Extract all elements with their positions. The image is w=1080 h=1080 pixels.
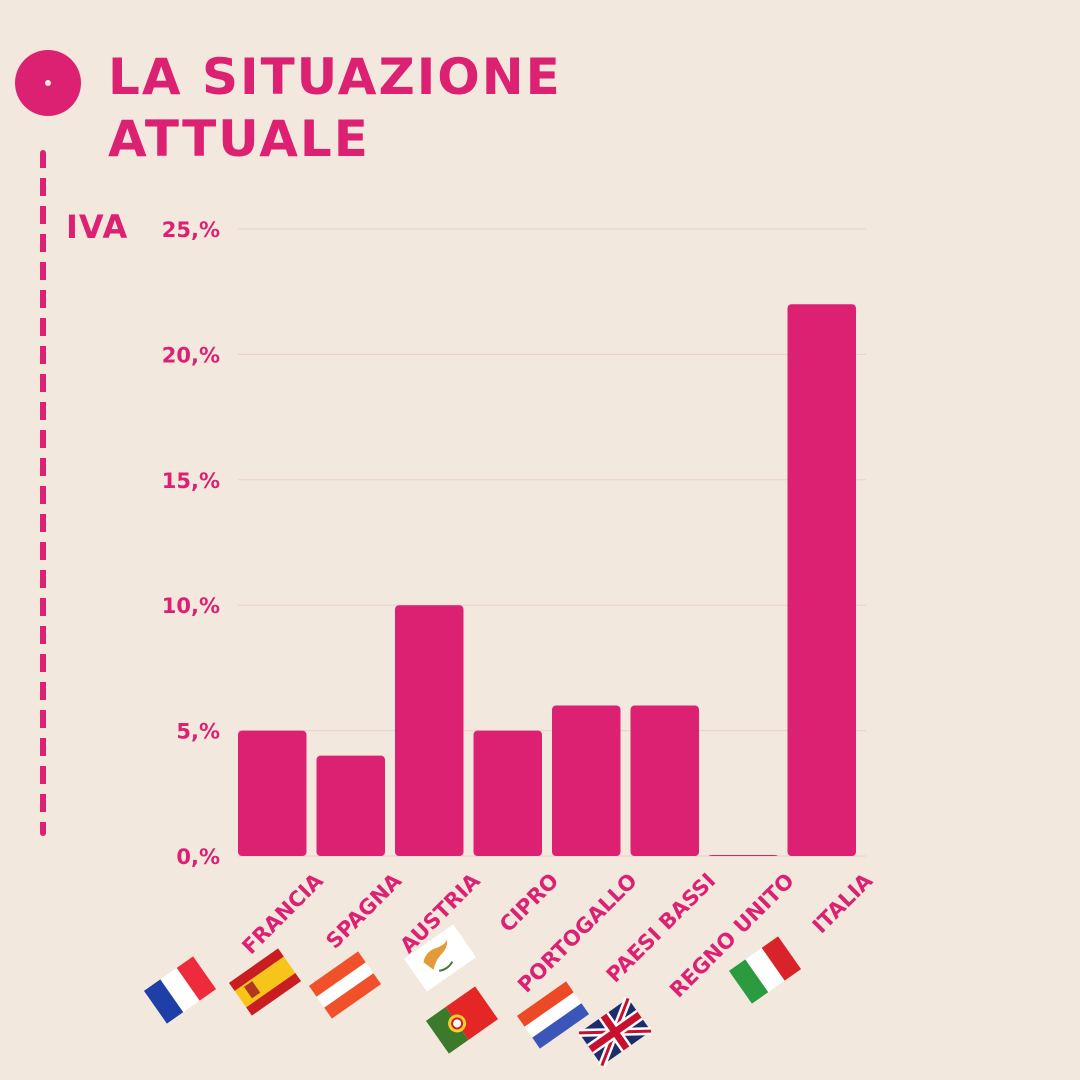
- flag-netherlands-icon: [516, 981, 590, 1049]
- bar: [709, 855, 778, 856]
- y-tick-label: 20,%: [162, 343, 220, 367]
- bar: [316, 755, 385, 856]
- y-tick-label: 10,%: [162, 594, 220, 618]
- flag-uk-icon: [578, 996, 652, 1068]
- x-category-label: ITALIA: [808, 868, 878, 938]
- bullet-dot-icon: [15, 50, 81, 116]
- flag-icons: [143, 924, 802, 1068]
- dashed-divider: [40, 150, 46, 836]
- title-line-2: ATTUALE: [108, 110, 370, 168]
- y-tick-labels: 0,% 5,% 10,% 15,% 20,% 25,%: [162, 218, 220, 869]
- flag-spain-icon: [228, 948, 302, 1016]
- flag-portugal-icon: [425, 986, 499, 1054]
- flag-italy-icon: [728, 936, 802, 1004]
- bar: [238, 730, 307, 856]
- x-category-label: CIPRO: [495, 869, 563, 937]
- x-category-label: SPAGNA: [321, 868, 406, 953]
- bar: [787, 304, 856, 856]
- x-category-label: FRANCIA: [237, 868, 328, 959]
- bars: [238, 304, 856, 856]
- flag-austria-icon: [308, 951, 382, 1019]
- bar: [630, 705, 699, 856]
- flag-cyprus-icon: [403, 924, 477, 992]
- y-tick-label: 15,%: [162, 469, 220, 493]
- bar: [395, 605, 464, 856]
- y-tick-label: 25,%: [162, 218, 220, 242]
- y-axis-label: IVA: [66, 208, 129, 246]
- y-tick-label: 0,%: [176, 845, 220, 869]
- page-title: LA SITUAZIONE ATTUALE: [108, 46, 562, 170]
- title-line-1: LA SITUAZIONE: [108, 48, 562, 106]
- bar: [552, 705, 621, 856]
- bar: [473, 730, 542, 856]
- flag-france-icon: [143, 956, 217, 1024]
- y-tick-label: 5,%: [176, 720, 220, 744]
